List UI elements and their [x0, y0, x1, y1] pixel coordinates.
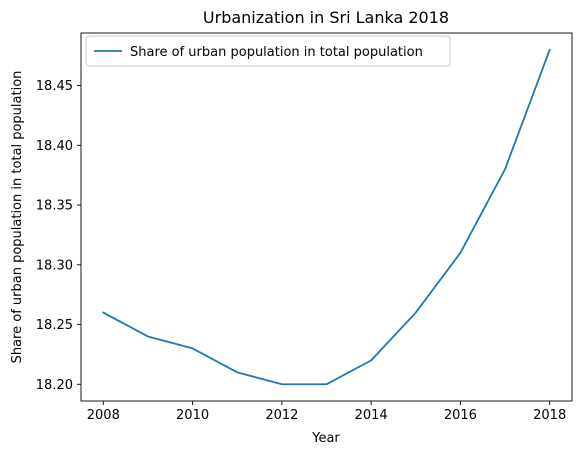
y-tick-label: 18.40 — [36, 139, 73, 154]
legend-box — [85, 35, 451, 67]
x-tick-label: 2016 — [444, 408, 477, 423]
x-tick-label: 2010 — [176, 408, 209, 423]
x-tick-label: 2018 — [533, 408, 566, 423]
y-tick-label: 18.30 — [36, 258, 73, 273]
y-tick-label: 18.35 — [36, 199, 73, 214]
legend: Share of urban population in total popul… — [85, 35, 451, 67]
x-tick-label: 2008 — [87, 408, 120, 423]
y-tick-label: 18.45 — [36, 79, 73, 94]
x-tick-label: 2012 — [265, 408, 298, 423]
y-tick-label: 18.20 — [36, 378, 73, 393]
y-tick-label: 18.25 — [36, 318, 73, 333]
x-axis-label: Year — [311, 431, 340, 446]
legend-label: Share of urban population in total popul… — [130, 45, 423, 60]
chart-title: Urbanization in Sri Lanka 2018 — [203, 8, 449, 27]
y-axis-label: Share of urban population in total popul… — [10, 71, 25, 364]
x-tick-label: 2014 — [355, 408, 388, 423]
series-line-0 — [102, 48, 551, 386]
plot-area: 2008 2010 2012 2014 2016 2018 18.20 18.25 18.30 1… — [36, 32, 573, 423]
plot-frame — [80, 32, 573, 402]
